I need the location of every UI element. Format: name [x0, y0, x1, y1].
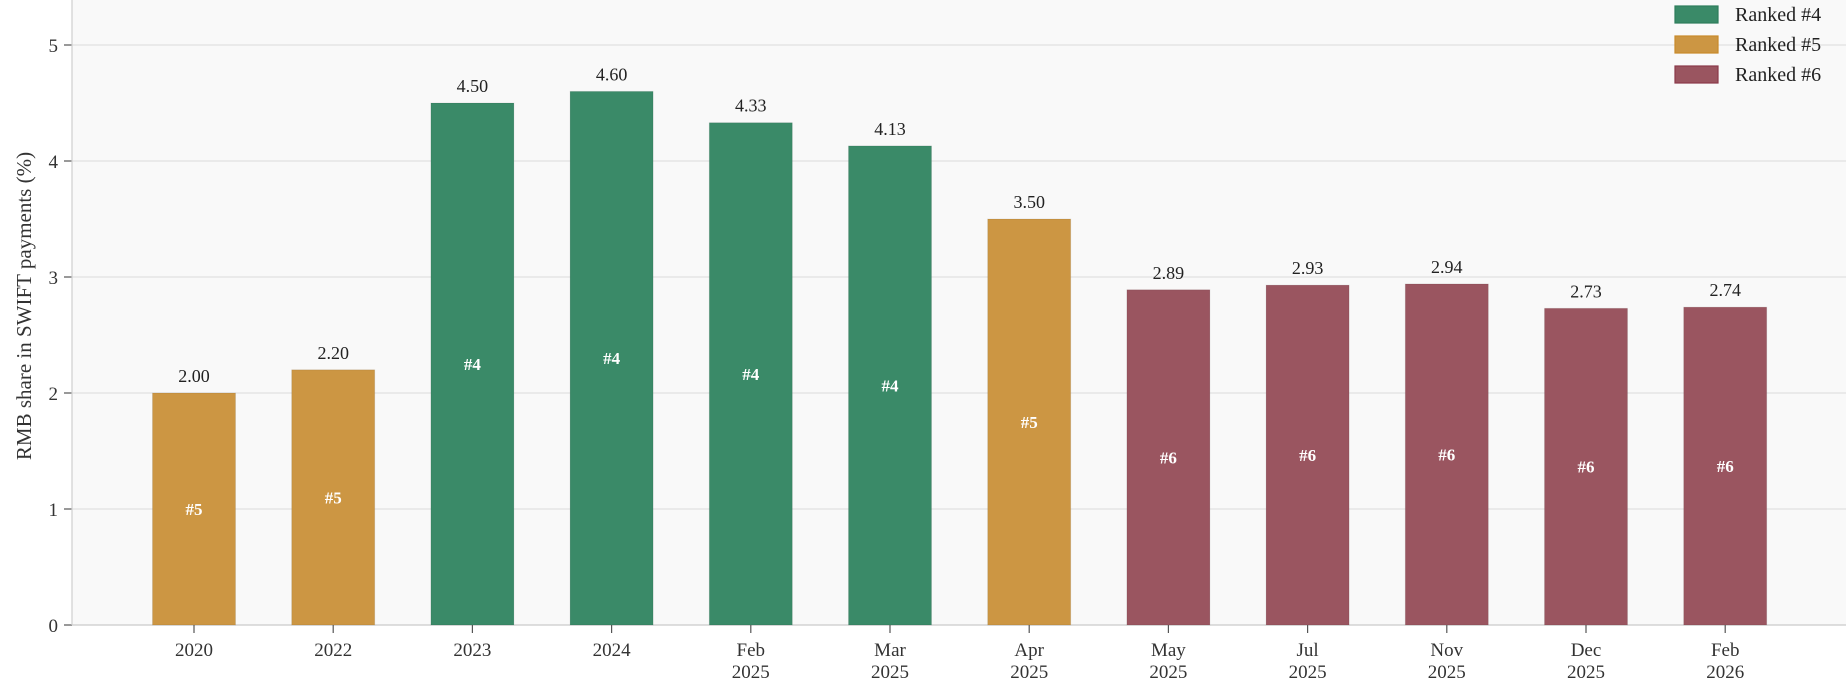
- bar: [291, 369, 376, 626]
- bar: [1265, 284, 1350, 626]
- x-tick-label: May: [1151, 640, 1186, 661]
- y-tick-label: 2: [49, 384, 59, 405]
- x-tick-label: Apr: [1014, 640, 1044, 661]
- x-tick-label: 2025: [1010, 662, 1048, 683]
- bar-rank-label: #5: [1021, 413, 1038, 432]
- bar-value-label: 2.89: [1153, 263, 1185, 283]
- bar: [569, 90, 654, 626]
- legend-label: Ranked #5: [1735, 34, 1821, 56]
- bar-value-label: 4.60: [596, 64, 628, 84]
- x-tick-label: Dec: [1571, 640, 1602, 661]
- bar-value-label: 4.33: [735, 96, 767, 116]
- bar-rank-label: #6: [1160, 448, 1177, 467]
- bar: [1126, 289, 1211, 626]
- x-tick-label: Feb: [1711, 640, 1740, 661]
- x-tick-label: 2023: [453, 640, 491, 661]
- legend-label: Ranked #6: [1735, 64, 1821, 86]
- bar-rank-label: #4: [882, 376, 900, 395]
- x-tick-label: 2025: [732, 662, 770, 683]
- bar-value-label: 2.20: [317, 343, 349, 363]
- bar: [708, 122, 793, 626]
- x-tick-label: 2025: [1567, 662, 1605, 683]
- bar-rank-label: #6: [1717, 457, 1734, 476]
- bar-value-label: 2.73: [1570, 281, 1602, 301]
- x-tick-label: Feb: [737, 640, 766, 661]
- x-tick-label: 2025: [1289, 662, 1327, 683]
- legend-swatch: [1674, 35, 1719, 54]
- bar-value-label: 2.94: [1431, 257, 1463, 277]
- bar: [1404, 283, 1489, 626]
- legend-swatch: [1674, 5, 1719, 24]
- bar-value-label: 2.74: [1709, 280, 1741, 300]
- x-tick-label: 2020: [175, 640, 213, 661]
- y-tick-label: 4: [49, 152, 59, 173]
- bar-rank-label: #4: [742, 365, 760, 384]
- x-tick-label: Jul: [1297, 640, 1319, 661]
- x-tick-label: 2026: [1706, 662, 1744, 683]
- x-tick-label: 2025: [1428, 662, 1466, 683]
- bar-rank-label: #4: [464, 355, 482, 374]
- legend-swatch: [1674, 65, 1719, 84]
- bar: [152, 392, 236, 626]
- bar: [987, 218, 1072, 626]
- bar: [430, 102, 515, 626]
- bar-rank-label: #5: [186, 500, 203, 519]
- x-tick-label: 2024: [593, 640, 632, 661]
- bar-value-label: 3.50: [1013, 192, 1045, 212]
- bar-value-label: 2.00: [178, 366, 210, 386]
- bar: [1683, 306, 1768, 626]
- y-tick-label: 0: [49, 616, 59, 637]
- bar-rank-label: #5: [325, 488, 342, 507]
- x-tick-label: Mar: [874, 640, 906, 661]
- x-tick-label: 2025: [1149, 662, 1187, 683]
- y-tick-label: 3: [49, 268, 59, 289]
- bar: [848, 145, 932, 626]
- bar-value-label: 4.50: [457, 76, 489, 96]
- bar-rank-label: #4: [603, 349, 621, 368]
- x-tick-label: 2022: [314, 640, 352, 661]
- y-tick-label: 1: [49, 500, 59, 521]
- legend-label: Ranked #4: [1735, 4, 1821, 26]
- x-tick-label: 2025: [871, 662, 909, 683]
- bar-rank-label: #6: [1578, 458, 1595, 477]
- bar-value-label: 2.93: [1292, 258, 1324, 278]
- bar-rank-label: #6: [1438, 445, 1455, 464]
- bar-value-label: 4.13: [874, 119, 906, 139]
- y-tick-label: 5: [49, 36, 59, 57]
- bar-rank-label: #6: [1299, 446, 1316, 465]
- y-axis-title: RMB share in SWIFT payments (%): [12, 152, 36, 460]
- x-tick-label: Nov: [1430, 640, 1463, 661]
